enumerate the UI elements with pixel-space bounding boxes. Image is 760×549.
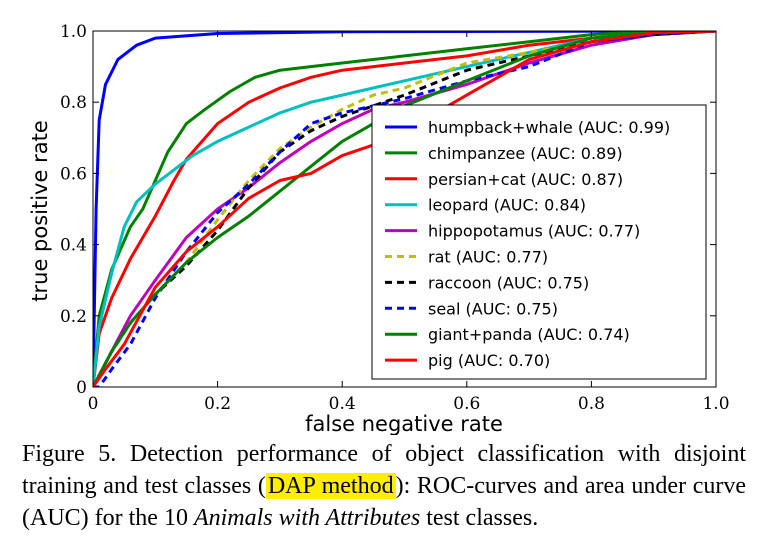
legend-entry-5: hippopotamus (AUC: 0.77)	[428, 222, 640, 241]
legend: humpback+whale (AUC: 0.99) chimpanzee (AU…	[371, 104, 707, 380]
caption-text-3: test classes.	[420, 505, 539, 531]
legend-entry-3: persian+cat (AUC: 0.87)	[428, 170, 623, 189]
series-line-1	[93, 31, 716, 387]
roc-chart: 00 0.2 0.2 0.4 0.4 0.6 0.6 0.8 0.8 1.0 1.0 humpbac…	[28, 22, 730, 435]
series-line-2	[93, 31, 716, 387]
legend-entry-9: giant+panda (AUC: 0.74)	[428, 325, 630, 344]
y-tick-label: 0.4	[60, 236, 87, 256]
y-tick-label: 0.2	[60, 307, 87, 327]
x-tick-label: 0.8	[578, 394, 605, 414]
series-line-3	[93, 31, 716, 387]
caption-highlight: DAP method	[265, 473, 396, 499]
axes: 00 0.2 0.2 0.4 0.4 0.6 0.6 0.8 0.8 1.0 1.0	[60, 22, 730, 414]
legend-entry-2: chimpanzee (AUC: 0.89)	[428, 144, 623, 163]
plot-frame	[92, 30, 717, 388]
x-tick-label: 0	[88, 394, 99, 414]
legend-entry-4: leopard (AUC: 0.84)	[428, 196, 586, 215]
x-tick-label: 0.6	[453, 394, 480, 414]
caption-text-2: ): ROC-curves and area under curve (AUC)…	[22, 473, 747, 531]
legend-entry-1: humpback+whale (AUC: 0.99)	[428, 118, 670, 137]
y-tick-label: 1.0	[60, 22, 87, 42]
y-tick-label: 0.8	[60, 93, 87, 113]
legend-entry-7: raccoon (AUC: 0.75)	[428, 273, 589, 292]
caption-italic: Animals with Attributes	[193, 505, 421, 531]
y-tick-label: 0.6	[60, 164, 87, 184]
legend-entry-10: pig (AUC: 0.70)	[428, 351, 550, 370]
x-tick-label: 0.2	[204, 394, 231, 414]
series-line-4	[93, 31, 716, 387]
series-group	[93, 31, 716, 387]
figure-caption: Figure 5. Detection performance of objec…	[22, 438, 746, 534]
x-tick-label: 1.0	[702, 394, 729, 414]
x-axis-label: false negative rate	[305, 412, 503, 435]
series-line-8	[93, 31, 716, 387]
y-axis-label: true positive rate	[28, 120, 52, 301]
legend-entry-8: seal (AUC: 0.75)	[428, 299, 558, 318]
legend-box	[371, 104, 707, 380]
series-line-10	[93, 31, 716, 387]
x-tick-label: 0.4	[329, 394, 356, 414]
caption-text-1: Figure 5. Detection performance of objec…	[22, 441, 746, 499]
legend-entry-6: rat (AUC: 0.77)	[428, 248, 548, 267]
y-tick-label: 0	[76, 378, 87, 398]
